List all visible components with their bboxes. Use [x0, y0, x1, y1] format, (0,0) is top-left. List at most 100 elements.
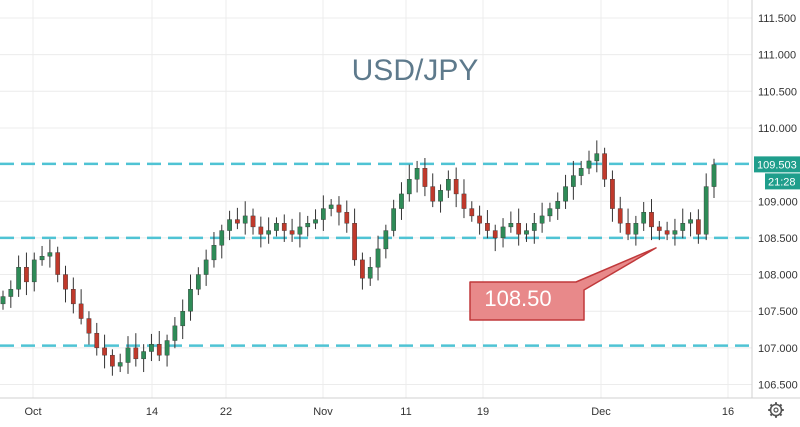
candle-body: [664, 230, 670, 235]
candle-body: [430, 186, 436, 202]
candle-body: [227, 219, 232, 231]
candle-body: [250, 215, 256, 228]
candle-body: [680, 223, 686, 231]
gear-tooth: [779, 403, 783, 407]
candle-body: [500, 226, 506, 239]
candle-body: [281, 223, 287, 231]
candle-body: [360, 259, 365, 279]
settings-gear-icon[interactable]: [768, 402, 784, 418]
candle-body: [344, 212, 350, 224]
candle-body: [508, 223, 514, 228]
x-axis-panel: [0, 398, 800, 422]
candle-body: [156, 343, 162, 356]
y-tick-label: 108.000: [758, 270, 798, 282]
candle-body: [203, 259, 209, 275]
candle-body: [406, 179, 412, 195]
candle-body: [211, 245, 217, 261]
candle-body: [133, 347, 139, 360]
callout: 108.50: [469, 247, 657, 321]
candle-body: [461, 193, 467, 209]
candle-body: [477, 215, 482, 224]
candle-body: [414, 168, 420, 180]
candle-body: [125, 347, 131, 363]
candle-body: [555, 201, 561, 209]
y-tick-label: 107.500: [758, 306, 798, 318]
candle-body: [586, 160, 592, 169]
candle-body: [39, 256, 45, 261]
x-tick-label: 14: [146, 406, 158, 418]
y-tick-label: 110.000: [758, 123, 797, 135]
gear-tooth: [779, 413, 783, 417]
candle-body: [453, 179, 459, 195]
candle-body: [438, 190, 443, 202]
y-tick-label: 107.000: [758, 343, 798, 355]
candle-body: [375, 248, 381, 268]
y-tick-label: 108.500: [758, 233, 798, 245]
candle-body: [571, 175, 576, 187]
candle-body: [313, 219, 318, 224]
candle-body: [328, 204, 334, 209]
candle-body: [102, 347, 107, 356]
candle-body: [469, 208, 475, 217]
y-axis-panel: [752, 0, 800, 422]
x-tick-label: Oct: [24, 406, 41, 418]
candle-body: [219, 230, 225, 246]
price-tag: 109.503 21:28: [754, 156, 800, 190]
gear-tooth: [769, 403, 773, 407]
candle-body: [578, 168, 584, 176]
candle-body: [367, 267, 373, 279]
x-tick-label: 11: [400, 406, 411, 418]
candle-body: [422, 168, 428, 187]
candle-body: [516, 223, 522, 235]
candle-body: [180, 311, 186, 327]
x-tick-label: Dec: [591, 406, 611, 418]
x-tick-label: 16: [722, 406, 734, 418]
candle-body: [320, 208, 326, 220]
candle-body: [617, 208, 623, 224]
price-tag-value: 109.503: [757, 159, 797, 171]
candle-body: [336, 204, 342, 213]
candle-body: [117, 362, 123, 367]
candle-body: [86, 318, 92, 334]
candle-body: [383, 230, 389, 250]
gear-tooth: [769, 413, 773, 417]
candle-body: [110, 354, 115, 367]
candle-body: [0, 296, 6, 305]
candle-body: [47, 252, 53, 257]
callout-shape: [469, 247, 657, 321]
candle-body: [63, 274, 68, 290]
candle-body: [289, 230, 295, 235]
candle-body: [649, 212, 654, 228]
candle-body: [641, 212, 647, 224]
x-tick-label: 19: [477, 406, 489, 418]
candle-body: [696, 219, 701, 235]
candle-body: [94, 332, 100, 349]
candle-body: [602, 153, 607, 180]
candle-body: [711, 164, 717, 187]
candle-body: [78, 303, 84, 319]
candle-body: [70, 289, 76, 305]
candle-body: [31, 259, 37, 283]
candle-body: [195, 274, 201, 290]
y-tick-label: 109.000: [758, 196, 798, 208]
candle-body: [539, 215, 545, 224]
candle-body: [399, 193, 404, 209]
candle-body: [172, 325, 178, 341]
candle-body: [547, 208, 553, 217]
candle-body: [594, 153, 600, 162]
candle-body: [149, 343, 154, 352]
gear-hub: [773, 407, 779, 413]
candle-body: [485, 223, 490, 231]
candles: [0, 140, 717, 376]
x-axis: Oct 14 22 Nov 11 19 Dec 16: [0, 397, 800, 422]
y-tick-label: 111.000: [758, 50, 796, 62]
candle-body: [446, 179, 451, 191]
time-tag-value: 21:28: [768, 176, 796, 188]
candle-body: [8, 289, 14, 297]
y-axis: 111.500 111.000 110.500 110.000 109.000 108.5…: [751, 0, 800, 422]
y-tick-label: 106.500: [758, 380, 798, 392]
time-tag-background: [765, 173, 800, 190]
x-tick-label: 22: [220, 406, 232, 418]
candle-body: [524, 230, 529, 235]
